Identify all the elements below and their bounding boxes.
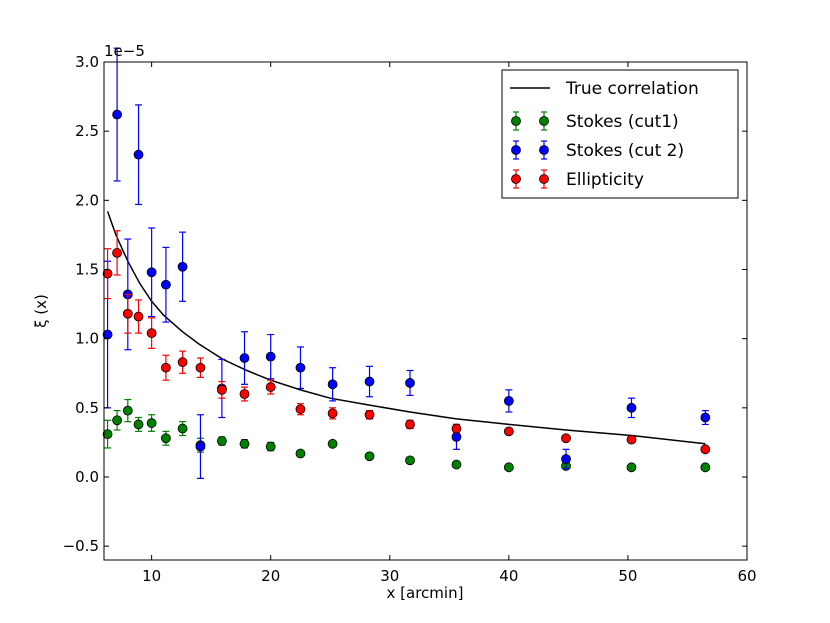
data-point [177,423,188,434]
data-point [122,405,133,416]
data-point [122,308,133,319]
legend-label: Stokes (cut1) [566,112,679,132]
data-point [561,454,571,464]
y-offset-text: 1e−5 [104,42,145,60]
data-point [195,362,206,373]
data-point [239,389,250,399]
data-point [295,362,306,373]
data-point [503,426,514,437]
data-point [626,462,637,473]
axis-ticks: 10 20 30 40 50 60 −0.5 0.0 0.5 1.0 1.5 2.0 2.5 3.0 [63,53,757,585]
series-3 [102,230,711,455]
data-point [146,328,157,339]
data-point [102,429,113,440]
y-axis-label: ξ (x) [32,294,50,328]
y-tick-label: 2.0 [75,191,99,209]
data-point [146,267,157,278]
data-point [503,462,514,473]
x-tick-label: 20 [261,567,280,585]
data-point [265,382,276,392]
y-tick-label: 1.0 [75,330,99,348]
legend-marker [511,174,521,184]
data-point [327,379,338,390]
series-1 [102,398,711,473]
data-point [405,455,415,466]
data-point [626,434,637,445]
data-point [295,404,306,415]
data-point [327,438,338,449]
x-tick-label: 60 [737,567,756,585]
data-point [112,109,122,120]
y-tick-label: 1.5 [75,261,99,279]
true-correlation-line [106,211,706,445]
data-point [216,436,227,446]
chart-marks [102,47,711,479]
data-point [265,441,276,452]
legend-marker [511,145,521,155]
y-tick-label: 0.5 [75,399,99,417]
x-tick-label: 50 [618,567,637,585]
data-point [146,418,157,428]
data-point [405,378,415,388]
data-point [700,412,711,423]
data-point [405,419,415,430]
x-tick-label: 30 [380,567,399,585]
data-point [561,433,571,444]
data-point [327,408,338,419]
y-tick-label: −0.5 [63,537,99,555]
y-tick-label: 3.0 [75,53,99,71]
y-tick-label: 2.5 [75,122,99,140]
legend-marker [539,116,549,126]
legend-label: Ellipticity [566,170,644,190]
data-point [364,451,375,462]
data-point [112,415,122,426]
data-point [700,462,711,473]
legend-label: True correlation [565,79,699,99]
data-point [161,433,171,444]
data-point [451,459,462,470]
data-point [265,351,276,362]
legend-marker [539,174,549,184]
data-point [133,311,144,322]
data-point [364,409,375,420]
data-point [133,419,144,430]
x-axis-label: x [arcmin] [387,584,464,602]
data-point [503,396,514,406]
x-tick-label: 40 [499,567,518,585]
data-point [161,362,171,373]
y-tick-label: 0.0 [75,468,99,486]
data-point [195,441,206,452]
legend-marker [539,145,549,155]
data-point [133,149,144,160]
data-point [451,423,462,434]
legend-label: Stokes (cut 2) [566,141,684,161]
data-point [626,402,637,413]
legend-marker [511,116,521,126]
plot-frame [103,61,748,561]
data-point [239,438,250,449]
data-point [177,357,188,368]
data-point [216,384,227,395]
data-point [177,261,188,272]
legend: True correlation Stokes (cut1) Stokes (cut… [501,69,739,199]
data-point [451,431,462,442]
data-point [295,448,306,459]
x-tick-label: 10 [142,567,161,585]
data-point [239,353,250,363]
data-point [700,444,711,455]
data-point [364,376,375,387]
data-point [161,279,171,290]
data-point [112,247,122,258]
